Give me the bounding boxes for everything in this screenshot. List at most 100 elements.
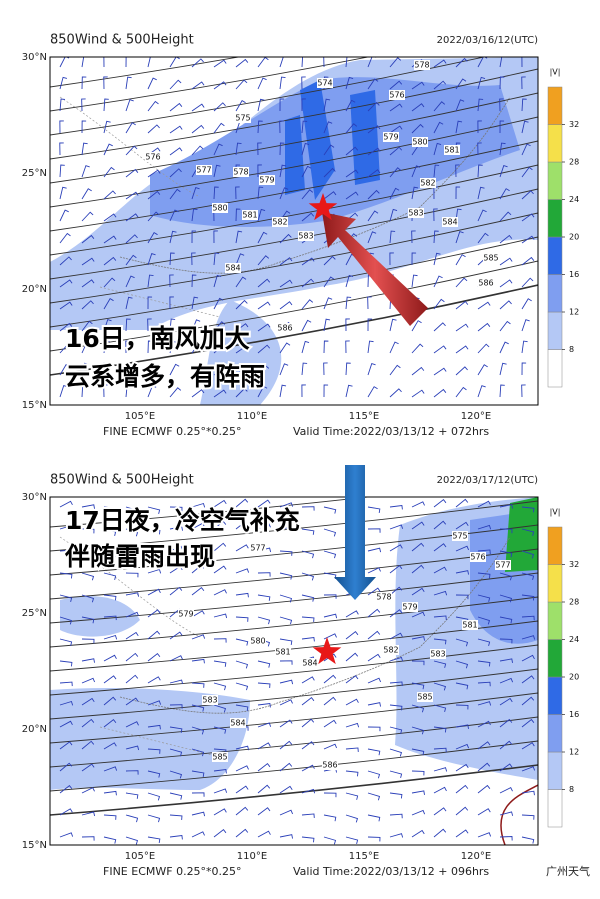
wind-barb: [59, 57, 70, 68]
wind-barb: [213, 59, 227, 68]
wind-barb: [59, 784, 73, 794]
wind-barb: [213, 542, 227, 552]
lat-label: 15°N: [22, 840, 47, 851]
arrow: [334, 465, 376, 600]
wind-barb: [257, 703, 271, 708]
wind-barb: [81, 550, 95, 558]
wind-barb: [455, 277, 468, 288]
wind-barb: [213, 389, 227, 398]
wind-barb: [191, 610, 205, 618]
wind-barb: [499, 76, 505, 90]
wind-barb: [301, 506, 315, 511]
wind-barb: [323, 528, 337, 537]
wind-barb: [323, 653, 337, 662]
wind-barb: [81, 638, 95, 644]
lat-label: 20°N: [22, 284, 47, 295]
wind-barb: [103, 766, 118, 772]
wind-barb: [411, 274, 418, 288]
wind-barb: [191, 748, 205, 757]
wind-barb: [103, 836, 117, 844]
wind-barb: [477, 120, 482, 134]
wind-barb: [477, 232, 489, 244]
height-contour: [50, 236, 538, 328]
wind-barb: [59, 232, 71, 244]
wind-barb: [103, 277, 116, 288]
wind-barb: [191, 81, 205, 90]
wind-barb: [521, 836, 535, 844]
wind-barb: [433, 80, 447, 90]
contour-label: 586: [322, 761, 337, 770]
wind-barb: [411, 611, 426, 618]
contour-label: 581: [242, 211, 257, 220]
wind-barb: [477, 343, 490, 354]
wind-barb: [499, 616, 513, 624]
wind-barb: [125, 652, 139, 662]
wind-barb: [367, 296, 372, 310]
wind-barb: [499, 341, 509, 354]
wind-barb: [257, 523, 271, 530]
wind-barb: [499, 142, 506, 156]
contour-label-bg: [402, 602, 418, 612]
wind-barb: [169, 252, 175, 266]
wind-barb: [301, 813, 315, 818]
colorbar-segment: [547, 789, 563, 828]
wind-barb: [191, 319, 201, 332]
wind-barb: [521, 718, 535, 728]
contour-label-bg: [383, 132, 399, 142]
wind-barb: [59, 594, 73, 602]
coastline: [119, 536, 511, 714]
wind-barb: [433, 786, 447, 794]
wind-barb: [323, 743, 338, 750]
wind-barb: [191, 58, 204, 68]
wind-barb: [367, 189, 380, 200]
wind-barb: [411, 501, 425, 508]
wind-barb: [499, 572, 513, 581]
contour-label: 585: [417, 693, 432, 702]
wind-barb: [433, 520, 447, 530]
wind-barb: [323, 276, 335, 288]
wind-barb: [367, 386, 378, 398]
annotation: 云系增多，有阵雨: [65, 362, 265, 391]
wind-barb: [125, 99, 134, 112]
contour-label: 586: [478, 279, 493, 288]
contour-label-bg: [444, 145, 460, 155]
wind-barb: [455, 386, 467, 398]
wind-barb: [323, 121, 333, 134]
wind-barb: [257, 830, 271, 838]
wind-barb: [235, 806, 249, 816]
wind-barb: [477, 142, 482, 156]
wind-barb: [477, 808, 491, 816]
wind-barb: [367, 318, 373, 332]
wind-barb: [433, 704, 447, 713]
contour-label: 584: [302, 659, 317, 668]
wind-barb: [59, 120, 64, 134]
wind-barb: [191, 274, 197, 288]
height-contour: [50, 260, 538, 352]
wind-barb: [411, 829, 425, 838]
wind-barb: [389, 813, 403, 819]
wind-barb: [433, 208, 438, 222]
wind-barb: [389, 388, 402, 398]
wind-barb: [301, 212, 315, 222]
border: [59, 96, 221, 318]
location-star: [308, 193, 338, 221]
contour-label: 584: [230, 719, 245, 728]
wind-barb: [367, 78, 379, 90]
wind-barb: [103, 654, 117, 662]
wind-barb: [213, 164, 221, 178]
wind-barb: [411, 587, 425, 596]
wind-barb: [301, 142, 310, 156]
wind-barb: [521, 190, 534, 200]
wind-barb: [125, 213, 139, 222]
wind-barb: [323, 613, 338, 619]
height-contour: [50, 764, 538, 816]
wind-barb: [257, 722, 272, 728]
wind-barb: [257, 120, 263, 134]
wind-barb: [345, 169, 359, 178]
wind-barb: [345, 698, 359, 706]
wind-barb: [301, 98, 306, 112]
wind-barb: [257, 572, 271, 577]
wind-barb: [433, 726, 447, 733]
wind-barb: [345, 792, 359, 800]
wind-barb: [147, 770, 161, 778]
